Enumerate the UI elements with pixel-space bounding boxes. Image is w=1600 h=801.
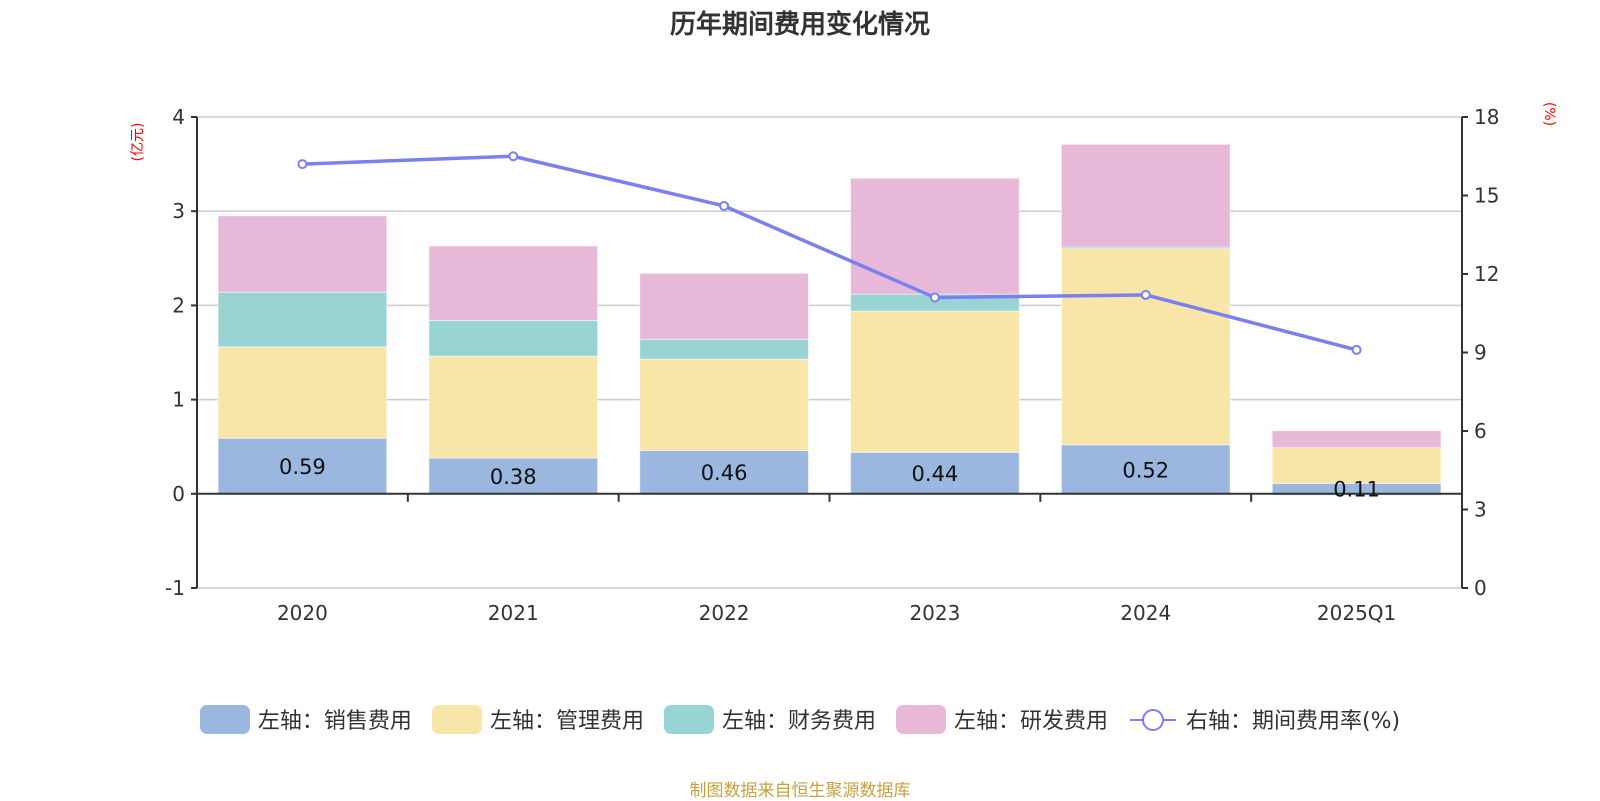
legend-label: 左轴：销售费用 <box>257 709 412 734</box>
legend-label: 右轴：期间费用率(%) <box>1185 709 1401 734</box>
bar-segment <box>428 319 599 357</box>
legend-item-sales[interactable]: 左轴：销售费用 <box>199 703 412 735</box>
expense-rate-point <box>297 159 308 170</box>
label-layer: 0.59 0.38 0.46 0.44 0.52 0.11 <box>279 455 1380 502</box>
bar-segment <box>850 310 1020 453</box>
bar-segment <box>1271 430 1442 449</box>
left-axis-tick-label: 4 <box>172 105 185 129</box>
left-axis-tick-label: -1 <box>165 576 185 600</box>
legend-label: 左轴：研发费用 <box>953 709 1108 734</box>
bar-segment <box>428 355 599 459</box>
bar-segment <box>217 291 388 348</box>
x-axis-tick-label: 2024 <box>1120 601 1171 625</box>
data-label: 0.59 <box>279 455 326 479</box>
expense-rate-point <box>1140 289 1151 300</box>
expense-rate-line <box>302 154 1358 352</box>
bar-segment <box>1060 247 1231 446</box>
legend-swatch-admin <box>431 704 482 734</box>
right-axis-tick-label: 6 <box>1474 419 1487 443</box>
legend-item-finance[interactable]: 左轴：财务费用 <box>663 703 876 735</box>
right-axis-tick-label: 9 <box>1474 341 1487 365</box>
x-axis-tick-label: 2025Q1 <box>1317 601 1396 625</box>
data-label: 0.52 <box>1122 458 1169 482</box>
bar-segment <box>217 437 388 495</box>
expense-rate-point <box>929 292 940 303</box>
right-axis-tick-label: 12 <box>1474 262 1499 286</box>
data-label: 0.11 <box>1333 478 1380 502</box>
axis-layer: 4 3 2 1 0 -1 18 15 12 9 6 3 0 2020 2021 2022 2023 2024 202… <box>165 105 1499 625</box>
x-axis-tick-label: 2023 <box>909 601 960 625</box>
right-axis-tick-label: 0 <box>1474 576 1487 600</box>
right-axis-tick-label: 3 <box>1474 498 1487 522</box>
bar-segment <box>639 358 809 451</box>
left-axis-tick-label: 3 <box>172 199 185 223</box>
chart-title: 历年期间费用变化情况 <box>669 10 930 40</box>
legend-label: 左轴：财务费用 <box>721 709 876 734</box>
left-axis-unit: (亿元) <box>130 123 146 162</box>
right-axis-tick-label: 15 <box>1474 184 1499 208</box>
legend: 左轴：销售费用 左轴：管理费用 左轴：财务费用 左轴：研发费用 右轴：期间费用率… <box>0 703 1600 735</box>
bar-segment <box>639 338 809 360</box>
data-label: 0.38 <box>490 465 537 489</box>
right-axis-unit: (%) <box>1541 102 1557 126</box>
x-axis-tick-label: 2021 <box>488 601 539 625</box>
legend-item-rnd[interactable]: 左轴：研发费用 <box>895 703 1108 735</box>
expense-rate-point <box>1351 344 1362 355</box>
left-axis-tick-label: 0 <box>172 482 185 506</box>
legend-swatch-rnd <box>895 704 946 734</box>
bar-segment <box>217 215 388 293</box>
expense-rate-point <box>508 151 519 162</box>
legend-label: 左轴：管理费用 <box>489 709 644 734</box>
legend-swatch-finance <box>663 704 714 734</box>
left-axis-tick-label: 2 <box>172 293 185 317</box>
data-label: 0.44 <box>912 462 959 486</box>
expense-rate-point <box>719 200 730 211</box>
source-note: 制图数据来自恒生聚源数据库 <box>689 781 911 801</box>
bar-segment <box>1060 143 1231 248</box>
legend-item-admin[interactable]: 左轴：管理费用 <box>431 703 644 735</box>
bar-segment <box>639 272 809 340</box>
left-axis-tick-label: 1 <box>172 388 185 412</box>
x-axis-tick-label: 2022 <box>699 601 750 625</box>
legend-swatch-sales <box>199 704 250 734</box>
right-axis-tick-label: 18 <box>1474 105 1499 129</box>
data-label: 0.46 <box>701 461 748 485</box>
bar-layer <box>217 143 1442 496</box>
bar-segment <box>850 177 1020 295</box>
line-circle-icon <box>1129 708 1176 731</box>
line-layer <box>297 151 1362 355</box>
bar-segment <box>428 245 599 321</box>
legend-item-expense-rate[interactable]: 右轴：期间费用率(%) <box>1128 703 1400 735</box>
grid-layer <box>197 116 1462 589</box>
bar-segment <box>217 346 388 439</box>
x-axis-tick-label: 2020 <box>277 601 328 625</box>
